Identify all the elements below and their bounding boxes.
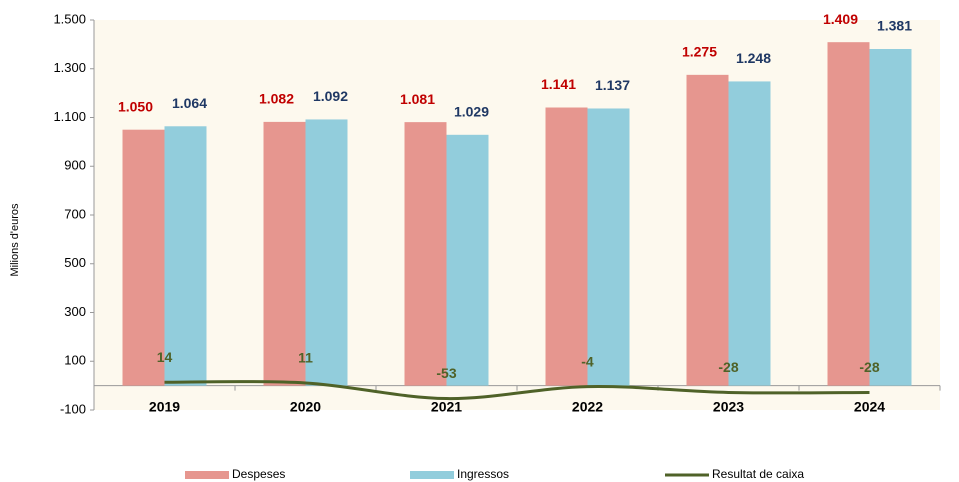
line-label: 11 — [298, 350, 313, 366]
y-tick-label: 1.100 — [53, 109, 86, 124]
data-label: 1.409 — [823, 11, 858, 27]
line-label: -53 — [436, 365, 456, 381]
data-label: 1.082 — [259, 91, 294, 107]
legend-swatch — [185, 471, 229, 479]
plot-background — [94, 20, 940, 410]
x-tick-label: 2020 — [290, 398, 321, 414]
y-tick-label: 500 — [64, 255, 86, 270]
line-label: 14 — [157, 349, 173, 365]
x-tick-label: 2024 — [854, 398, 885, 414]
x-tick-label: 2022 — [572, 398, 603, 414]
bar — [545, 107, 588, 386]
bar — [164, 126, 207, 386]
data-label: 1.275 — [682, 44, 717, 60]
x-tick-label: 2021 — [431, 398, 462, 414]
data-label: 1.092 — [313, 88, 348, 104]
line — [164, 380, 870, 401]
legend-swatch — [410, 471, 454, 479]
y-tick-label: 1.300 — [53, 60, 86, 75]
bar — [869, 49, 912, 386]
y-tick-label: 300 — [64, 304, 86, 319]
y-tick-label: 100 — [64, 353, 86, 368]
data-label: 1.064 — [172, 95, 207, 111]
data-label: 1.248 — [736, 50, 771, 66]
bar — [122, 129, 165, 386]
y-axis-label: Milions d'euros — [9, 203, 21, 277]
y-tick-label: 700 — [64, 206, 86, 221]
legend-label: Despeses — [232, 467, 285, 481]
x-tick-label: 2023 — [713, 398, 744, 414]
data-label: 1.381 — [877, 18, 912, 34]
legend-label: Ingressos — [457, 467, 509, 481]
bar — [263, 121, 306, 386]
data-label: 1.137 — [595, 77, 630, 93]
bar — [446, 134, 489, 386]
bar — [587, 108, 630, 386]
legend-label: Resultat de caixa — [712, 467, 804, 481]
y-tick-label: 900 — [64, 158, 86, 173]
data-label: 1.141 — [541, 76, 576, 92]
line-label: -28 — [718, 359, 738, 375]
y-tick-label: -100 — [60, 401, 86, 416]
data-label: 1.029 — [454, 104, 489, 120]
line-label: -4 — [581, 353, 594, 369]
bar — [404, 122, 447, 386]
bar — [728, 81, 771, 386]
bar — [827, 42, 870, 386]
data-label: 1.050 — [118, 98, 153, 114]
line-label: -28 — [859, 359, 879, 375]
bar — [686, 74, 729, 386]
data-label: 1.081 — [400, 91, 435, 107]
x-tick-label: 2019 — [149, 398, 180, 414]
bar — [305, 119, 348, 386]
y-tick-label: 1.500 — [53, 11, 86, 26]
